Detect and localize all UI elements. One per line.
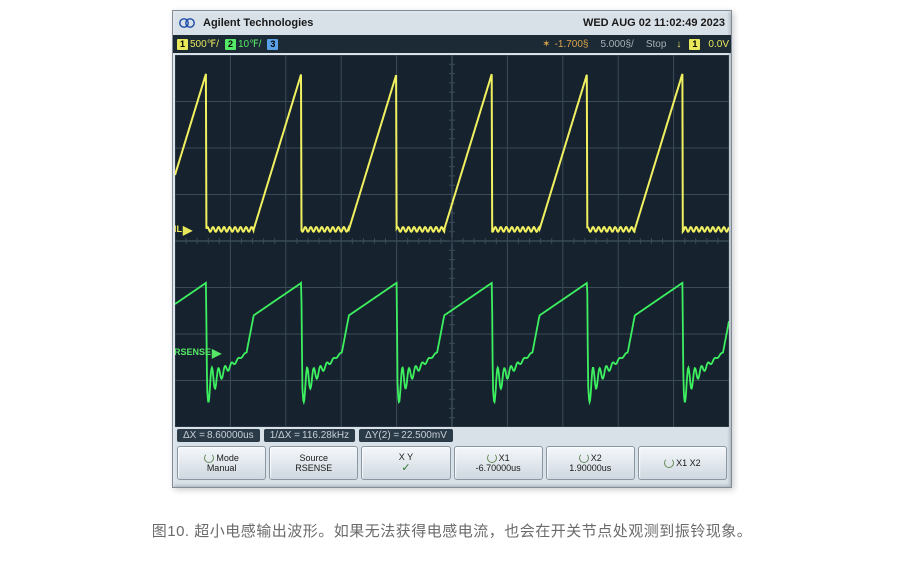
ch3-box[interactable]: 3: [265, 39, 280, 50]
ch1-box[interactable]: 1 500℉/: [175, 39, 221, 50]
softkey-source[interactable]: Source RSENSE: [269, 446, 358, 480]
oscilloscope-frame: Agilent Technologies WED AUG 02 11:02:49…: [172, 10, 732, 488]
knob-icon: [204, 453, 214, 463]
waveform-display: IL ▶ RSENSE ▶: [175, 55, 729, 427]
knob-icon: [664, 458, 674, 468]
agilent-logo-icon: [179, 16, 197, 30]
ch1-gnd-label: IL: [175, 225, 182, 234]
triangle-right-icon: ▶: [212, 347, 221, 359]
softkey-row: Mode Manual Source RSENSE X Y ✓ X1 -6.70…: [173, 444, 731, 482]
meas-dx: ΔX = 8.60000us: [177, 429, 260, 442]
scope-header: Agilent Technologies WED AUG 02 11:02:49…: [173, 11, 731, 35]
triangle-right-icon: ▶: [183, 224, 192, 236]
meas-dy: ΔY(2) = 22.500mV: [359, 429, 453, 442]
brand-text: Agilent Technologies: [203, 17, 313, 29]
measurement-row: ΔX = 8.60000us 1/ΔX = 116.28kHz ΔY(2) = …: [173, 427, 731, 444]
channel-bar: 1 500℉/ 2 10℉/ 3 ✶ -1.700§ 5.000§/ Stop …: [173, 35, 731, 53]
scope-canvas: [175, 55, 729, 427]
softkey-x2[interactable]: X2 1.90000us: [546, 446, 635, 480]
softkey-xy[interactable]: X Y ✓: [361, 446, 450, 480]
ch1-num: 1: [177, 39, 188, 50]
softkey-x1x2[interactable]: X1 X2: [638, 446, 727, 480]
check-icon: ✓: [401, 462, 410, 475]
run-state: Stop: [646, 39, 667, 50]
meas-freq: 1/ΔX = 116.28kHz: [264, 429, 355, 442]
delay-value: -1.700§: [555, 39, 589, 50]
softkey-mode[interactable]: Mode Manual: [177, 446, 266, 480]
ch1-ground-marker: IL ▶: [175, 224, 192, 236]
star-icon: ✶: [542, 39, 550, 50]
ch2-scale: 10℉/: [238, 39, 261, 50]
ch2-box[interactable]: 2 10℉/: [223, 39, 263, 50]
trigger-ch-num: 1: [689, 39, 700, 50]
knob-icon: [579, 453, 589, 463]
ch2-num: 2: [225, 39, 236, 50]
softkey-x1[interactable]: X1 -6.70000us: [454, 446, 543, 480]
ch2-ground-marker: RSENSE ▶: [175, 347, 221, 359]
trigger-level: 0.0V: [708, 39, 729, 50]
figure-caption: 图10. 超小电感输出波形。如果无法获得电感电流，也会在开关节点处观测到振铃现象…: [0, 520, 904, 541]
ch2-gnd-label: RSENSE: [175, 348, 211, 357]
ch3-num: 3: [267, 39, 278, 50]
ch1-scale: 500℉/: [190, 39, 219, 50]
timestamp: WED AUG 02 11:02:49 2023: [583, 17, 725, 29]
trigger-edge-icon: ↓: [676, 39, 681, 50]
knob-icon: [487, 453, 497, 463]
brand: Agilent Technologies: [179, 16, 313, 30]
timebase-value: 5.000§/: [600, 39, 633, 50]
